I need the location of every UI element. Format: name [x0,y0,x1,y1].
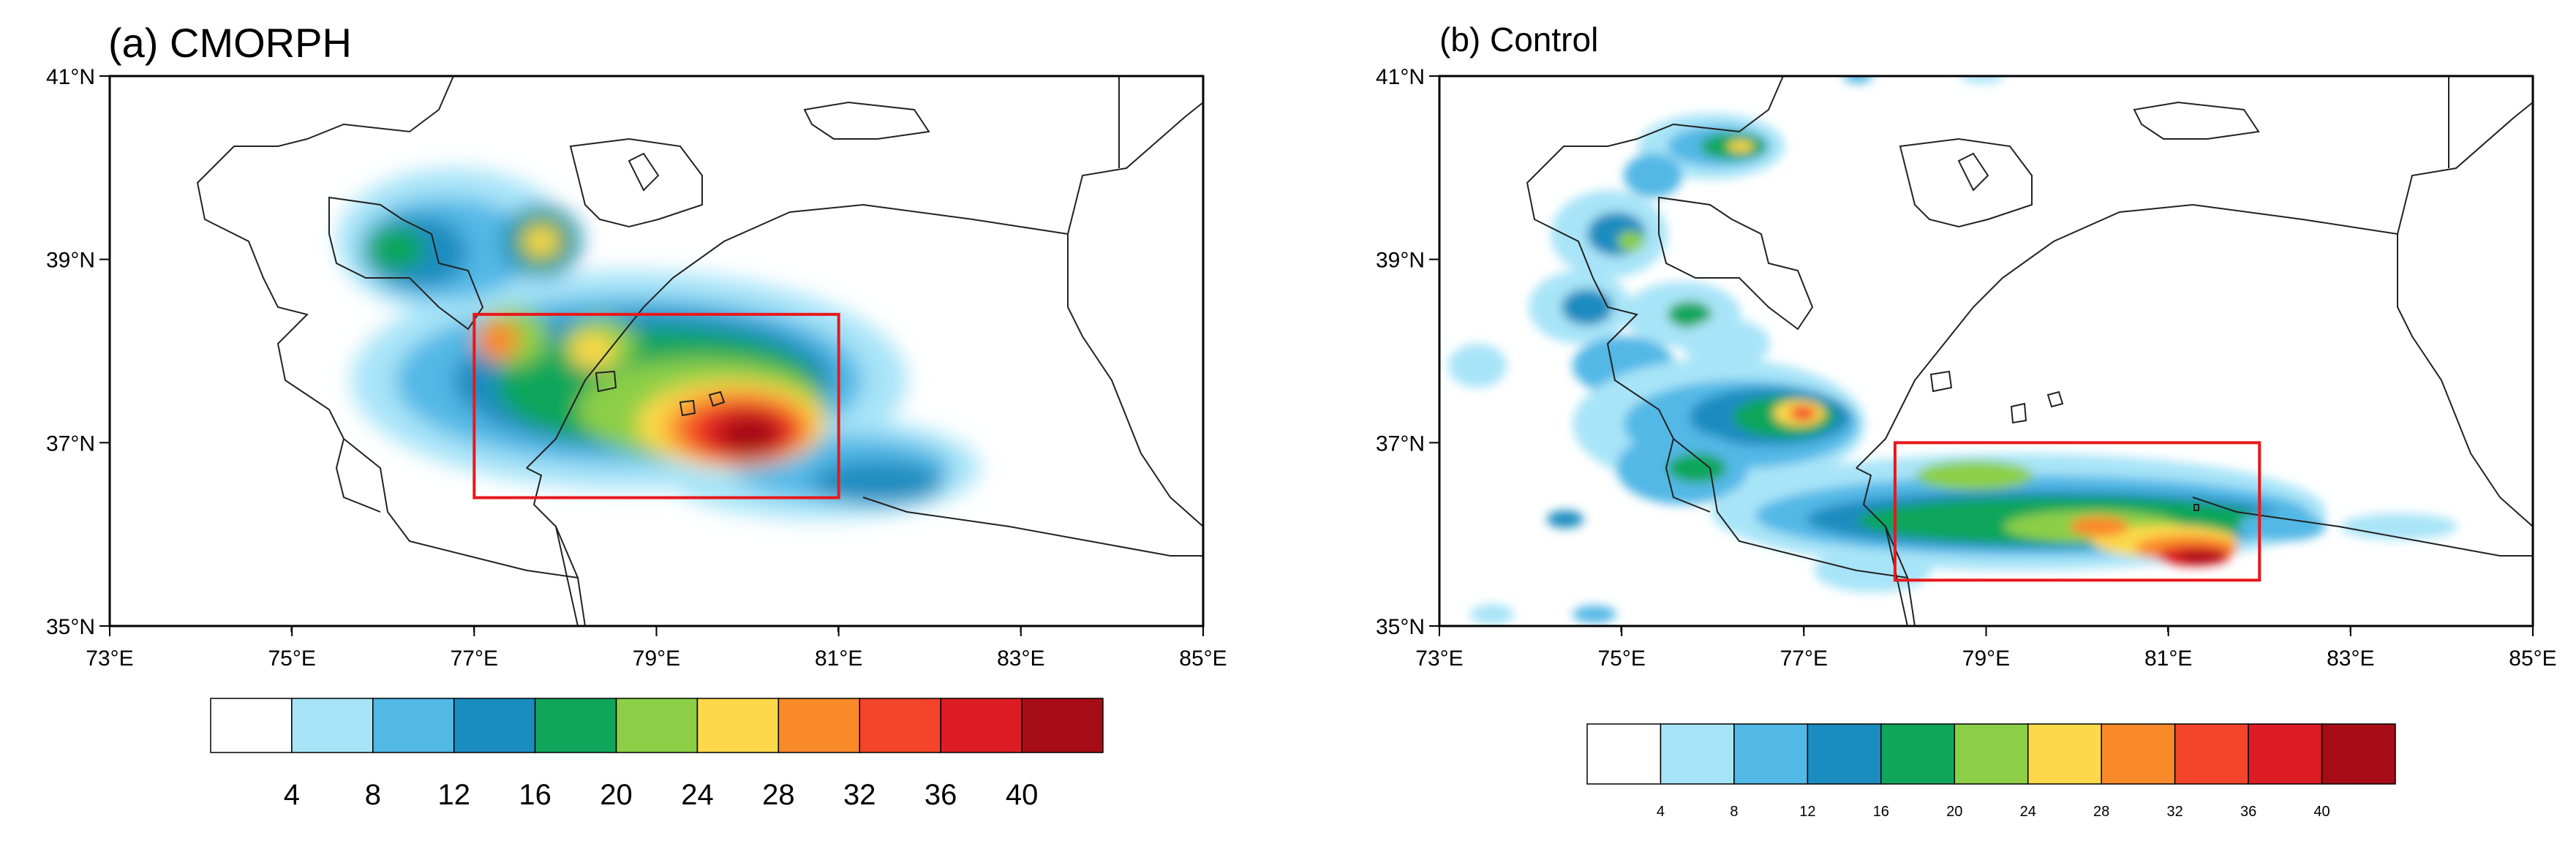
colorbar-swatch [777,698,861,753]
colorbar-swatch [1880,723,1956,785]
colorbar-swatch [1954,723,2029,785]
panel-a-map-area [196,76,1203,626]
panel-a: (a) CMORPH [46,20,1227,811]
panel-b-map-area [1448,76,2533,626]
x-tick-label: 81°E [815,646,862,671]
colorbar-label: 4 [284,779,300,811]
panel-b-region-box [1893,441,2261,582]
colorbar-label: 24 [681,779,714,811]
x-tick-label: 85°E [1179,646,1227,671]
colorbar-label: 4 [1657,804,1665,820]
panel-b-precip-field [1448,76,2458,625]
colorbar-label: 40 [1006,779,1039,811]
panel-a-axis-ticks: 73°E 75°E 77°E 79°E 81°E 83°E 85°E 35°N 37°N 39°N… [46,65,1227,671]
colorbar-label: 36 [924,779,957,811]
colorbar-swatch [2101,723,2176,785]
y-tick-label: 39°N [1376,249,1425,273]
colorbar-swatch [1586,723,1662,785]
y-tick-label: 37°N [1376,431,1425,456]
colorbar-swatch [534,698,617,753]
x-tick-label: 79°E [1962,646,2010,671]
y-tick-label: 41°N [46,65,95,89]
x-tick-label: 79°E [633,646,680,671]
colorbar-swatch [615,698,698,753]
colorbar-swatch [372,698,455,753]
x-tick-label: 77°E [1780,646,1828,671]
x-tick-label: 83°E [997,646,1044,671]
panel-a-region-box [472,312,840,499]
colorbar-label: 8 [365,779,381,811]
colorbar-label: 28 [762,779,795,811]
panel-a-precip-field [336,168,980,519]
colorbar-label: 16 [519,779,551,811]
colorbar-label: 40 [2313,804,2330,820]
colorbar-swatch [2027,723,2102,785]
colorbar-label: 32 [2167,804,2183,820]
panel-b-title: (b) Control [1439,20,1598,59]
colorbar-label: 32 [843,779,876,811]
colorbar-swatch [2321,723,2396,785]
colorbar-label: 28 [2093,804,2109,820]
colorbar-label: 20 [600,779,633,811]
colorbar-label: 36 [2240,804,2256,820]
x-tick-label: 83°E [2327,646,2374,671]
colorbar-swatch [1733,723,1809,785]
x-tick-label: 75°E [1597,646,1645,671]
y-tick-label: 41°N [1376,65,1425,89]
x-tick-label: 73°E [1415,646,1463,671]
colorbar-label: 24 [2020,804,2036,820]
panel-b-axis-ticks: 73°E 75°E 77°E 79°E 81°E 83°E 85°E 35°N 37°N 39°N… [1376,65,2557,671]
colorbar-label: 12 [437,779,470,811]
colorbar-swatch [291,698,374,753]
colorbar-label: 12 [1799,804,1815,820]
colorbar-swatch [2248,723,2323,785]
panel-b-borders [1526,76,2533,626]
colorbar-swatch [1807,723,1882,785]
y-tick-label: 39°N [46,249,95,273]
colorbar-swatch [453,698,536,753]
y-tick-label: 35°N [46,615,95,639]
x-tick-label: 73°E [86,646,133,671]
colorbar-swatch [940,698,1023,753]
panel-b: (b) Control [1376,20,2557,820]
x-tick-label: 81°E [2144,646,2192,671]
x-tick-label: 85°E [2509,646,2556,671]
y-tick-label: 37°N [46,431,95,456]
x-tick-label: 77°E [451,646,498,671]
panel-a-borders [196,76,1203,626]
colorbar-swatch [2174,723,2249,785]
colorbar-label: 16 [1873,804,1889,820]
colorbar-swatch [210,698,293,753]
colorbar-swatch [859,698,941,753]
colorbar-swatch [1660,723,1735,785]
colorbar-label: 20 [1946,804,1962,820]
colorbar-label: 8 [1730,804,1738,820]
y-tick-label: 35°N [1376,615,1425,639]
colorbar-swatch [1021,698,1104,753]
panel-b-colorbar: 4 8 12 16 20 24 28 32 36 40 [1586,723,2396,820]
colorbar-swatch [696,698,780,753]
panel-a-title: (a) CMORPH [108,20,352,66]
x-tick-label: 75°E [268,646,315,671]
panel-a-colorbar: 4 8 12 16 20 24 28 32 36 40 [210,698,1104,811]
